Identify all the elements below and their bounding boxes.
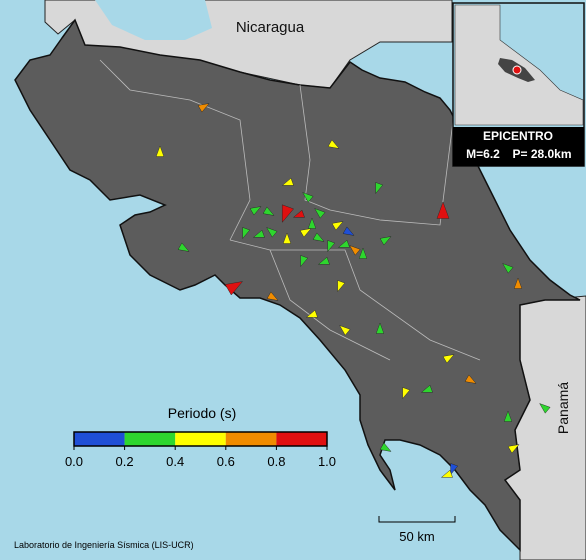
- epicenter-depth: P= 28.0km: [512, 147, 571, 161]
- station-marker: [327, 240, 336, 253]
- station-marker: [450, 463, 459, 476]
- station-marker: [327, 139, 340, 149]
- epicenter-magnitude: M=6.2: [466, 147, 500, 161]
- station-marker: [281, 177, 294, 186]
- station-marker: [300, 255, 309, 268]
- station-marker: [155, 145, 165, 157]
- station-marker: [436, 201, 450, 219]
- colorbar-tick-label: 0.2: [116, 454, 134, 469]
- colorbar-segment: [124, 432, 176, 446]
- scale-label: 50 km: [399, 529, 434, 544]
- station-marker: [307, 217, 317, 229]
- station-marker: [507, 444, 520, 454]
- station-marker: [299, 228, 312, 238]
- station-marker: [503, 410, 513, 422]
- station-marker: [513, 277, 523, 289]
- epicenter: [512, 65, 522, 75]
- station-marker: [252, 229, 265, 238]
- station-marker: [358, 247, 368, 259]
- station-marker: [375, 322, 385, 334]
- station-marker: [282, 232, 292, 244]
- station-marker: [302, 192, 314, 203]
- station-marker: [262, 206, 275, 216]
- colorbar: 0.0 0.2 0.4 0.6 0.8 1.0: [65, 431, 336, 469]
- station-marker: [266, 291, 279, 301]
- colorbar-frame: [73, 431, 328, 447]
- colorbar-tick-label: 0.8: [267, 454, 285, 469]
- station-marker: [402, 387, 411, 400]
- station-marker: [337, 280, 346, 293]
- station-marker: [539, 403, 551, 414]
- colorbar-title: Periodo (s): [168, 405, 236, 421]
- colorbar-tick-label: 1.0: [318, 454, 336, 469]
- station-marker: [312, 232, 325, 242]
- station-marker: [249, 206, 262, 216]
- scale-bar: [378, 516, 456, 523]
- station-marker: [379, 236, 392, 246]
- station-marker: [420, 384, 433, 393]
- station-marker: [224, 281, 244, 296]
- lake: [95, 0, 212, 40]
- station-marker: [375, 182, 384, 195]
- station-marker: [502, 263, 514, 274]
- station-marker: [281, 204, 294, 223]
- station-marker: [331, 221, 344, 231]
- country-label: Panamá: [555, 382, 571, 434]
- station-marker: [177, 242, 190, 252]
- station-marker: [197, 103, 210, 113]
- colorbar-segment: [175, 432, 226, 446]
- station-marker: [305, 309, 318, 318]
- station-marker: [442, 354, 455, 364]
- colorbar-segment: [276, 432, 327, 446]
- station-marker: [242, 227, 251, 240]
- station-marker: [349, 245, 361, 256]
- stations: [155, 103, 551, 478]
- colorbar-tick-label: 0.6: [217, 454, 235, 469]
- station-marker: [292, 209, 305, 218]
- epicenter-title: EPICENTRO: [483, 129, 553, 143]
- station-marker: [317, 256, 330, 265]
- costa-rica-land: [14, 18, 581, 552]
- country-label: Nicaragua: [236, 19, 305, 36]
- station-marker: [266, 227, 278, 238]
- station-marker: [339, 325, 351, 336]
- station-marker: [342, 226, 355, 236]
- station-marker: [314, 208, 326, 219]
- colorbar-tick-label: 0.0: [65, 454, 83, 469]
- colorbar-segment: [225, 432, 277, 446]
- epicenter-box: [453, 127, 584, 166]
- credit: Laboratorio de Ingeniería Sísmica (LIS-U…: [14, 540, 194, 550]
- colorbar-segment: [74, 432, 125, 446]
- station-marker: [379, 442, 392, 452]
- station-marker: [337, 239, 350, 248]
- station-marker: [464, 374, 477, 384]
- station-marker: [440, 469, 453, 478]
- colorbar-tick-label: 0.4: [166, 454, 184, 469]
